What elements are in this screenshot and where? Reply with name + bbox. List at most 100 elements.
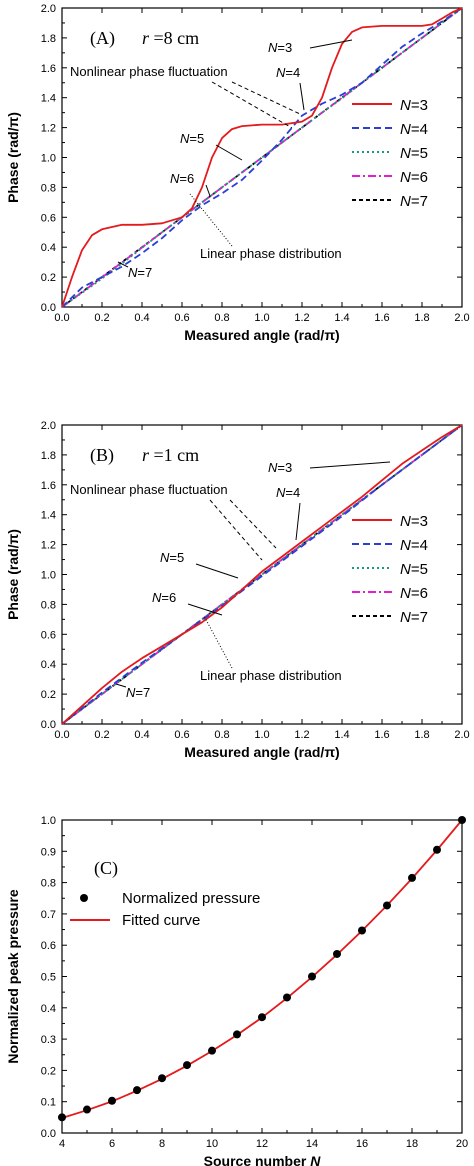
y-tick-label: 1.8 bbox=[41, 450, 56, 462]
y-tick-label: 0.2 bbox=[41, 689, 56, 701]
panel-a: 0.0 0.2 0.4 0.6 0.8 1.0 1.2 1.4 1.6 1.8 2.0 0.0 0.2 0… bbox=[5, 3, 470, 343]
x-tick-label: 6 bbox=[109, 1138, 115, 1150]
y-axis-title: Phase (rad/π) bbox=[5, 112, 21, 203]
legend-label: N=6 bbox=[400, 585, 428, 602]
data-point bbox=[433, 845, 441, 854]
x-tick-label: 1.6 bbox=[374, 729, 389, 741]
data-point bbox=[308, 972, 316, 981]
y-tick-label: 0.1 bbox=[41, 1097, 56, 1109]
y-tick-label: 1.6 bbox=[41, 480, 56, 492]
annotation-nonlinear: Nonlinear phase fluctuation bbox=[70, 482, 228, 497]
series-line-n4 bbox=[61, 7, 463, 308]
data-point bbox=[258, 1013, 266, 1022]
x-tick-label: 1.4 bbox=[334, 312, 349, 324]
annotation-arrow bbox=[295, 502, 301, 541]
x-tick-label: 0.6 bbox=[174, 729, 189, 741]
x-tick-label: 0.4 bbox=[134, 312, 149, 324]
x-tick-label: 1.4 bbox=[334, 729, 349, 741]
x-tick-label: 0.8 bbox=[214, 729, 229, 741]
annotation-dotted-pointer bbox=[203, 615, 233, 669]
series-line-n5 bbox=[61, 7, 463, 308]
data-point bbox=[358, 926, 366, 935]
x-tick-label: 1.6 bbox=[374, 312, 389, 324]
x-tick-label: 1.8 bbox=[414, 312, 429, 324]
x-tick-label: 10 bbox=[206, 1138, 218, 1150]
x-tick-label: 16 bbox=[356, 1138, 368, 1150]
legend-label: Fitted curve bbox=[122, 912, 200, 929]
annotation-n3: N=3 bbox=[268, 40, 292, 55]
annotation-dashed-pointer bbox=[209, 499, 263, 561]
data-point bbox=[208, 1046, 216, 1055]
y-tick-label: 0.5 bbox=[41, 972, 56, 984]
plot-frame bbox=[61, 819, 463, 1134]
data-point bbox=[158, 1074, 166, 1083]
annotation-n7: N=7 bbox=[126, 685, 150, 700]
y-tick-label: 0.4 bbox=[41, 242, 56, 254]
y-tick-label: 0.2 bbox=[41, 272, 56, 284]
data-point bbox=[458, 816, 466, 824]
legend-label: N=3 bbox=[400, 513, 428, 530]
x-tick-label: 8 bbox=[159, 1138, 165, 1150]
legend-label: N=7 bbox=[400, 609, 428, 626]
x-tick-label: 0.0 bbox=[54, 312, 69, 324]
y-tick-label: 1.2 bbox=[41, 540, 56, 552]
legend-marker bbox=[80, 894, 88, 902]
y-tick-label: 0.4 bbox=[41, 1003, 56, 1015]
y-tick-label: 0.6 bbox=[41, 212, 56, 224]
annotation-arrow bbox=[309, 461, 391, 469]
panel-c: 4 6 8 10 12 14 16 18 20 0.0 0.1 0.2 0.3 0.4 0.5 0.6 0.7 0… bbox=[5, 815, 468, 1166]
x-tick-label: 0.2 bbox=[94, 729, 109, 741]
annotation-dashed-pointer bbox=[211, 81, 293, 129]
panel-label: (C) bbox=[94, 858, 118, 879]
annotation-n6: N=6 bbox=[170, 171, 194, 186]
x-tick-label: 0.4 bbox=[134, 729, 149, 741]
x-tick-label: 20 bbox=[456, 1138, 468, 1150]
y-tick-label: 0.8 bbox=[41, 878, 56, 890]
y-tick-label: 2.0 bbox=[41, 420, 56, 432]
x-tick-label: 0.6 bbox=[174, 312, 189, 324]
y-tick-label: 0.9 bbox=[41, 846, 56, 858]
x-tick-label: 1.2 bbox=[294, 312, 309, 324]
annotation-arrow bbox=[215, 144, 243, 161]
y-tick-label: 1.8 bbox=[41, 33, 56, 45]
series-line-fittedcurve bbox=[61, 819, 463, 1119]
x-tick-label: 18 bbox=[406, 1138, 418, 1150]
legend-label: N=5 bbox=[400, 561, 428, 578]
annotation-dashed-pointer bbox=[231, 81, 301, 115]
y-axis-title: Phase (rad/π) bbox=[5, 529, 21, 620]
annotation-arrow bbox=[195, 563, 239, 579]
y-tick-label: 1.6 bbox=[41, 63, 56, 75]
annotation-arrow bbox=[117, 261, 129, 268]
series-line-n3 bbox=[61, 424, 463, 725]
x-axis-title: Measured angle (rad/π) bbox=[184, 744, 339, 760]
x-tick-label: 0.2 bbox=[94, 312, 109, 324]
data-point bbox=[233, 1030, 241, 1039]
x-tick-label: 0.8 bbox=[214, 312, 229, 324]
y-tick-label: 0.8 bbox=[41, 599, 56, 611]
y-tick-label: 0.0 bbox=[41, 719, 56, 731]
x-tick-label: 1.0 bbox=[254, 729, 269, 741]
x-tick-label: 12 bbox=[256, 1138, 268, 1150]
y-tick-label: 0.8 bbox=[41, 182, 56, 194]
annotation-n3: N=3 bbox=[268, 460, 292, 475]
data-point bbox=[383, 901, 391, 910]
annotation-n5: N=5 bbox=[180, 131, 204, 146]
y-tick-label: 1.0 bbox=[41, 815, 56, 827]
legend-label: N=5 bbox=[400, 145, 428, 162]
x-tick-label: 2.0 bbox=[454, 312, 469, 324]
data-point bbox=[133, 1086, 141, 1095]
series-line-n3 bbox=[61, 7, 463, 308]
y-tick-label: 0.3 bbox=[41, 1034, 56, 1046]
annotation-dashed-pointer bbox=[229, 499, 277, 549]
series-line-n5 bbox=[61, 424, 463, 725]
y-tick-label: 0.0 bbox=[41, 1128, 56, 1140]
annotation-n5: N=5 bbox=[160, 550, 184, 565]
annotation-arrow bbox=[309, 39, 353, 49]
y-tick-label: 1.0 bbox=[41, 570, 56, 582]
y-tick-label: 0.4 bbox=[41, 659, 56, 671]
panel-parameter: r =8 cm bbox=[142, 28, 199, 48]
annotation-n7: N=7 bbox=[128, 265, 152, 280]
y-tick-label: 0.6 bbox=[41, 940, 56, 952]
annotation-arrow bbox=[299, 82, 305, 111]
legend-label: N=4 bbox=[400, 537, 428, 554]
